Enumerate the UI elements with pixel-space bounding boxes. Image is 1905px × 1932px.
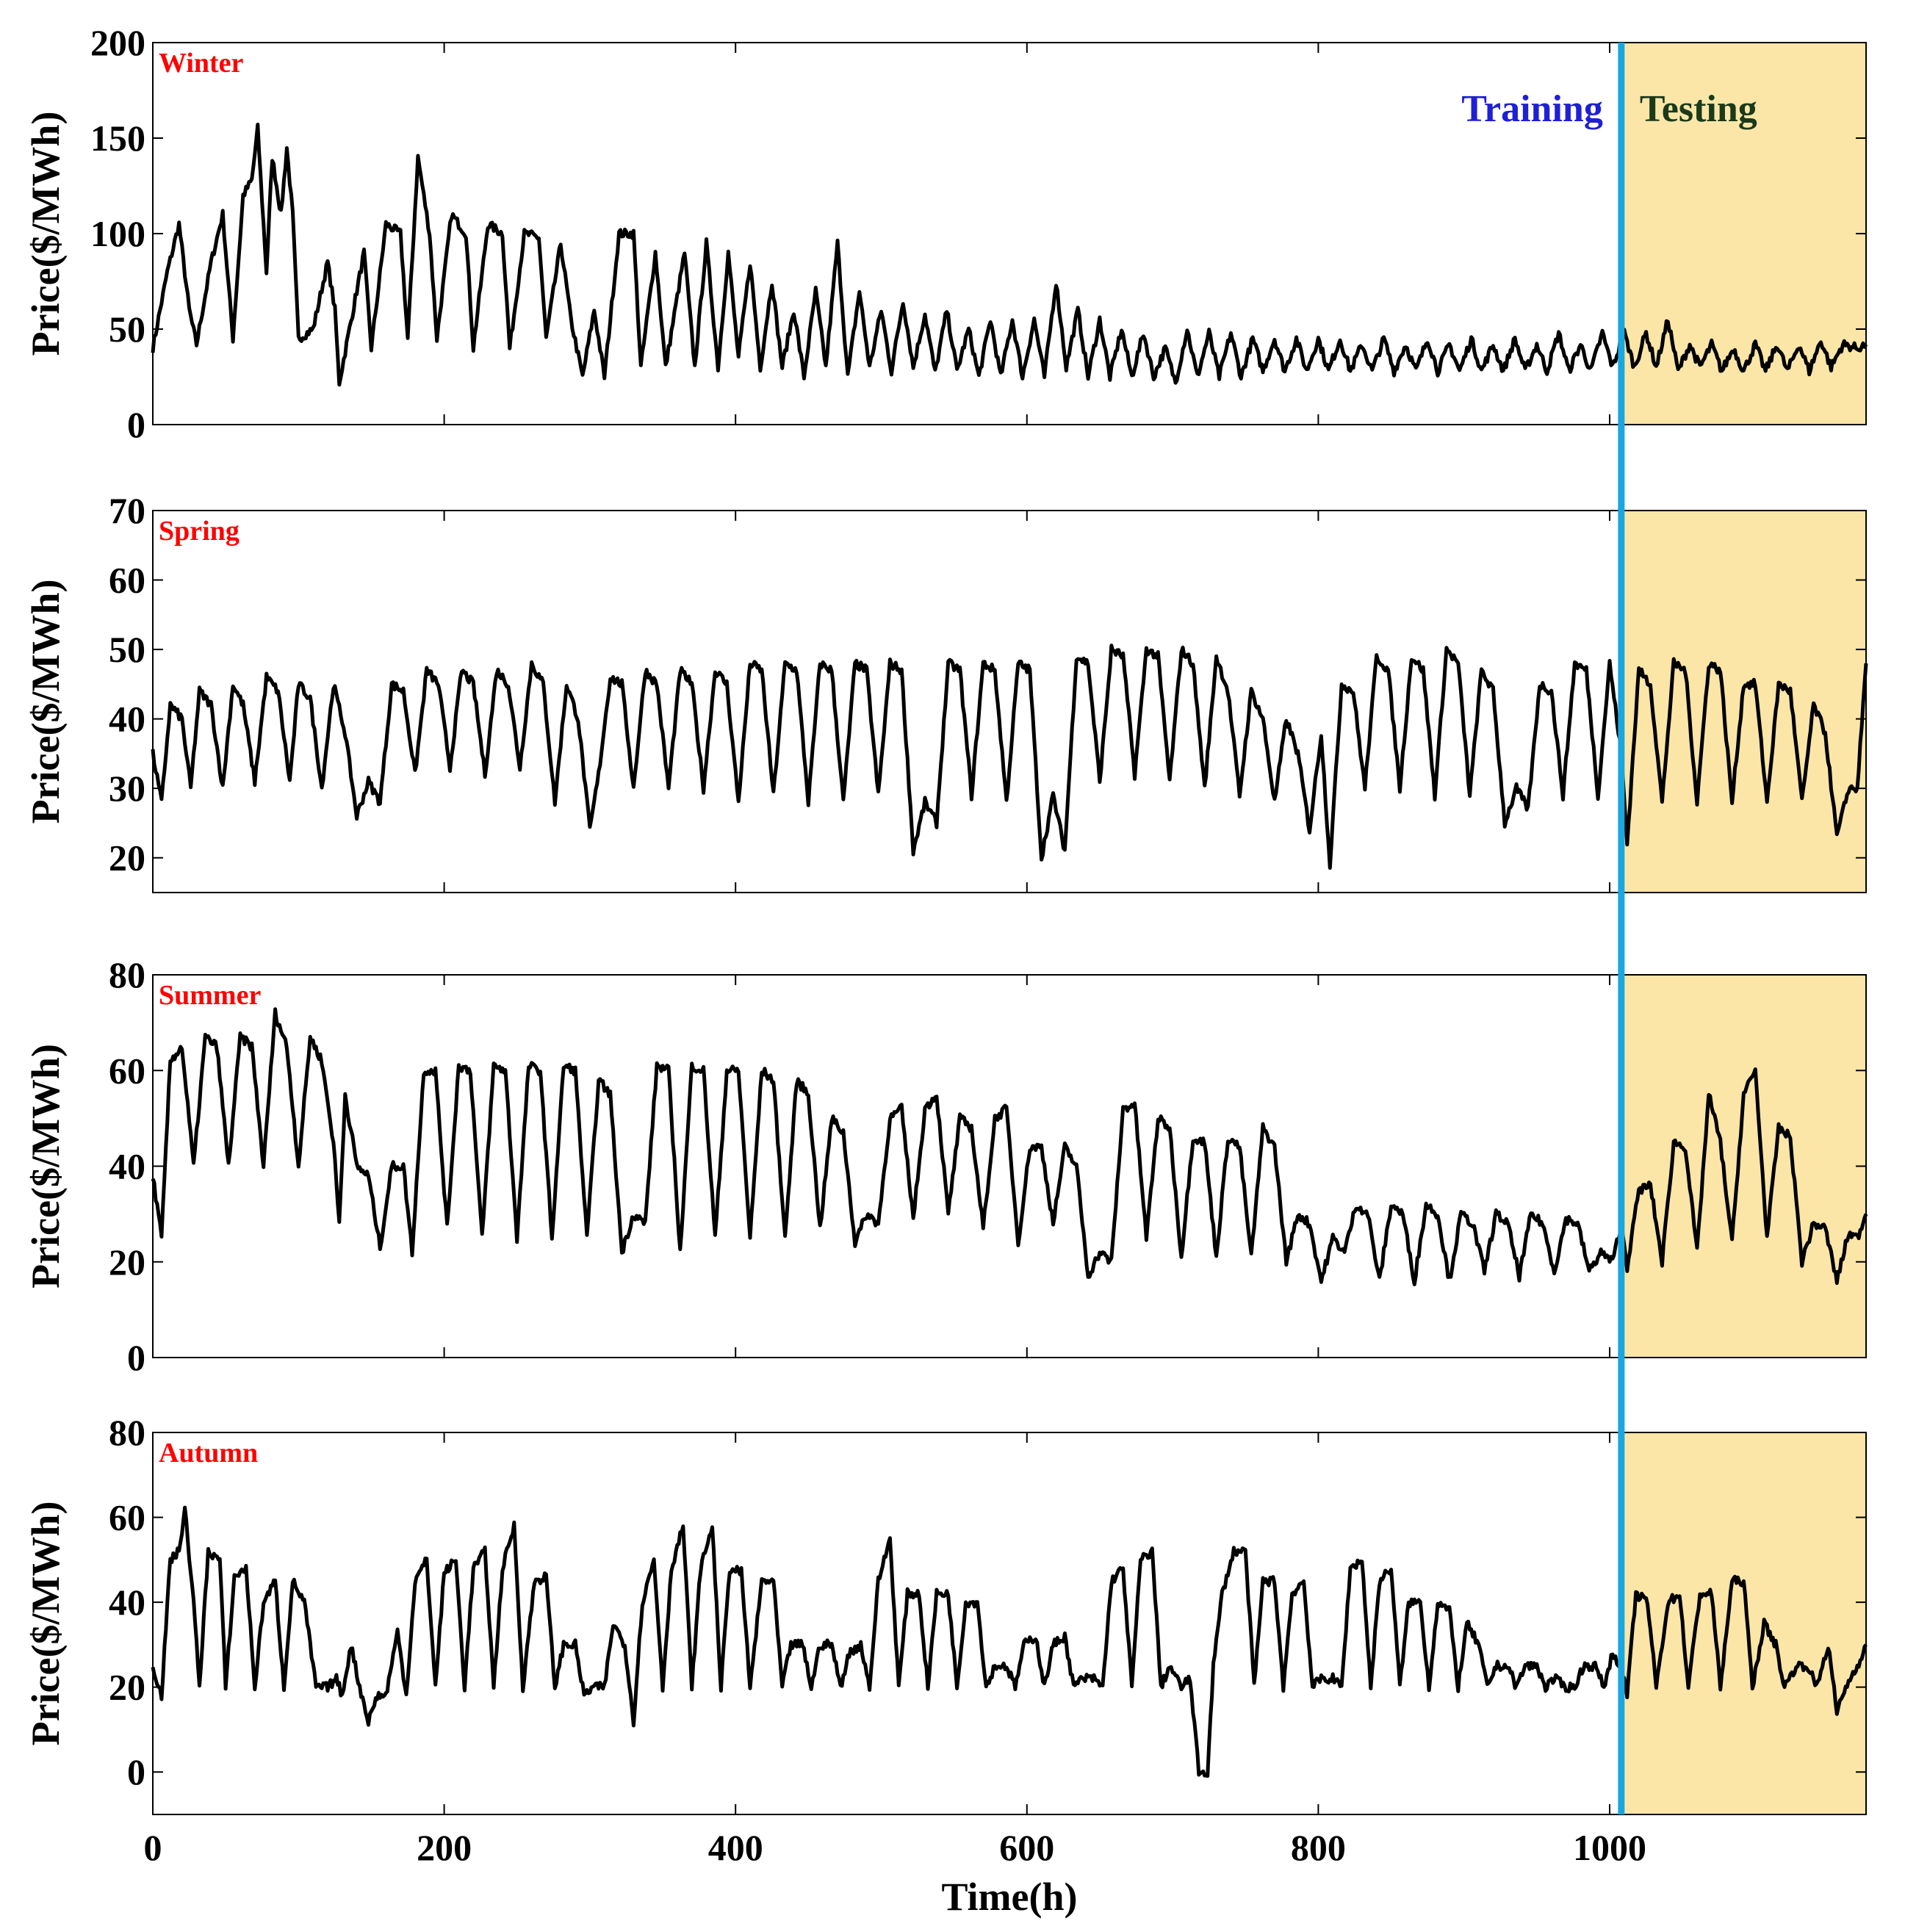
y-tick-label: 0 [127, 1337, 145, 1378]
chart-root: 050100150200Price($/MWh)Winter2030405060… [24, 22, 1868, 1919]
x-tick-label: 400 [708, 1827, 763, 1868]
plot-frame [152, 42, 1867, 425]
y-tick-label: 40 [109, 1146, 145, 1187]
price-series-line-autumn [151, 1505, 1868, 1778]
plot-frame [152, 974, 1867, 1358]
y-tick-label: 40 [109, 699, 145, 740]
y-tick-label: 150 [90, 118, 145, 159]
y-tick-label: 80 [109, 954, 145, 995]
plot-frame [152, 1432, 1867, 1815]
panel-summer: 0 20 40 60 80 Price($/MWh) Summer [24, 954, 1868, 1378]
panel-winter: 0 50 100 150 200 Price($/MWh) Winter [24, 22, 1868, 445]
y-tick-label: 20 [109, 1241, 145, 1283]
price-series-line-summer [151, 1007, 1868, 1286]
y-tick-label: 0 [127, 404, 145, 445]
y-tick-label: 30 [109, 768, 145, 809]
y-tick-label: 0 [127, 1751, 145, 1792]
testing-region-fill [1621, 975, 1866, 1358]
y-axis-title: Price($/MWh) [24, 112, 68, 356]
x-tick-label: 200 [417, 1827, 472, 1868]
y-axis-title: Price($/MWh) [24, 580, 68, 824]
season-label: Autumn [159, 1438, 258, 1468]
y-tick-label: 50 [109, 309, 145, 350]
y-tick-label: 20 [109, 1667, 145, 1708]
y-tick-label: 40 [109, 1582, 145, 1623]
season-label: Winter [159, 48, 244, 79]
x-tick-label: 800 [1291, 1827, 1346, 1868]
x-tick-label: 0 [144, 1827, 162, 1868]
price-series-line-spring [151, 644, 1868, 870]
testing-region-fill [1621, 43, 1866, 425]
x-tick-label: 600 [999, 1827, 1054, 1868]
x-tick-label: 1000 [1573, 1827, 1646, 1868]
y-tick-label: 60 [109, 1497, 145, 1538]
panel-spring: 20 30 40 50 60 70 Price($/MWh) Spring [24, 490, 1868, 893]
y-tick-label: 20 [109, 837, 145, 879]
y-axis-title: Price($/MWh) [24, 1044, 68, 1288]
y-tick-label: 70 [109, 490, 145, 531]
x-axis-title: Time(h) [942, 1875, 1078, 1919]
y-tick-label: 50 [109, 629, 145, 670]
y-tick-label: 200 [90, 22, 145, 63]
y-axis-title: Price($/MWh) [24, 1502, 68, 1746]
y-tick-label: 60 [109, 560, 145, 601]
plot-frame [152, 510, 1867, 893]
season-label: Summer [159, 980, 261, 1011]
training-label: Training [1461, 88, 1603, 130]
y-tick-label: 100 [90, 213, 145, 254]
y-tick-label: 80 [109, 1412, 145, 1453]
testing-region-fill [1621, 1432, 1866, 1814]
y-tick-label: 60 [109, 1050, 145, 1091]
season-label: Spring [159, 516, 240, 547]
price-series-line-winter [151, 123, 1868, 387]
testing-label: Testing [1640, 88, 1757, 130]
